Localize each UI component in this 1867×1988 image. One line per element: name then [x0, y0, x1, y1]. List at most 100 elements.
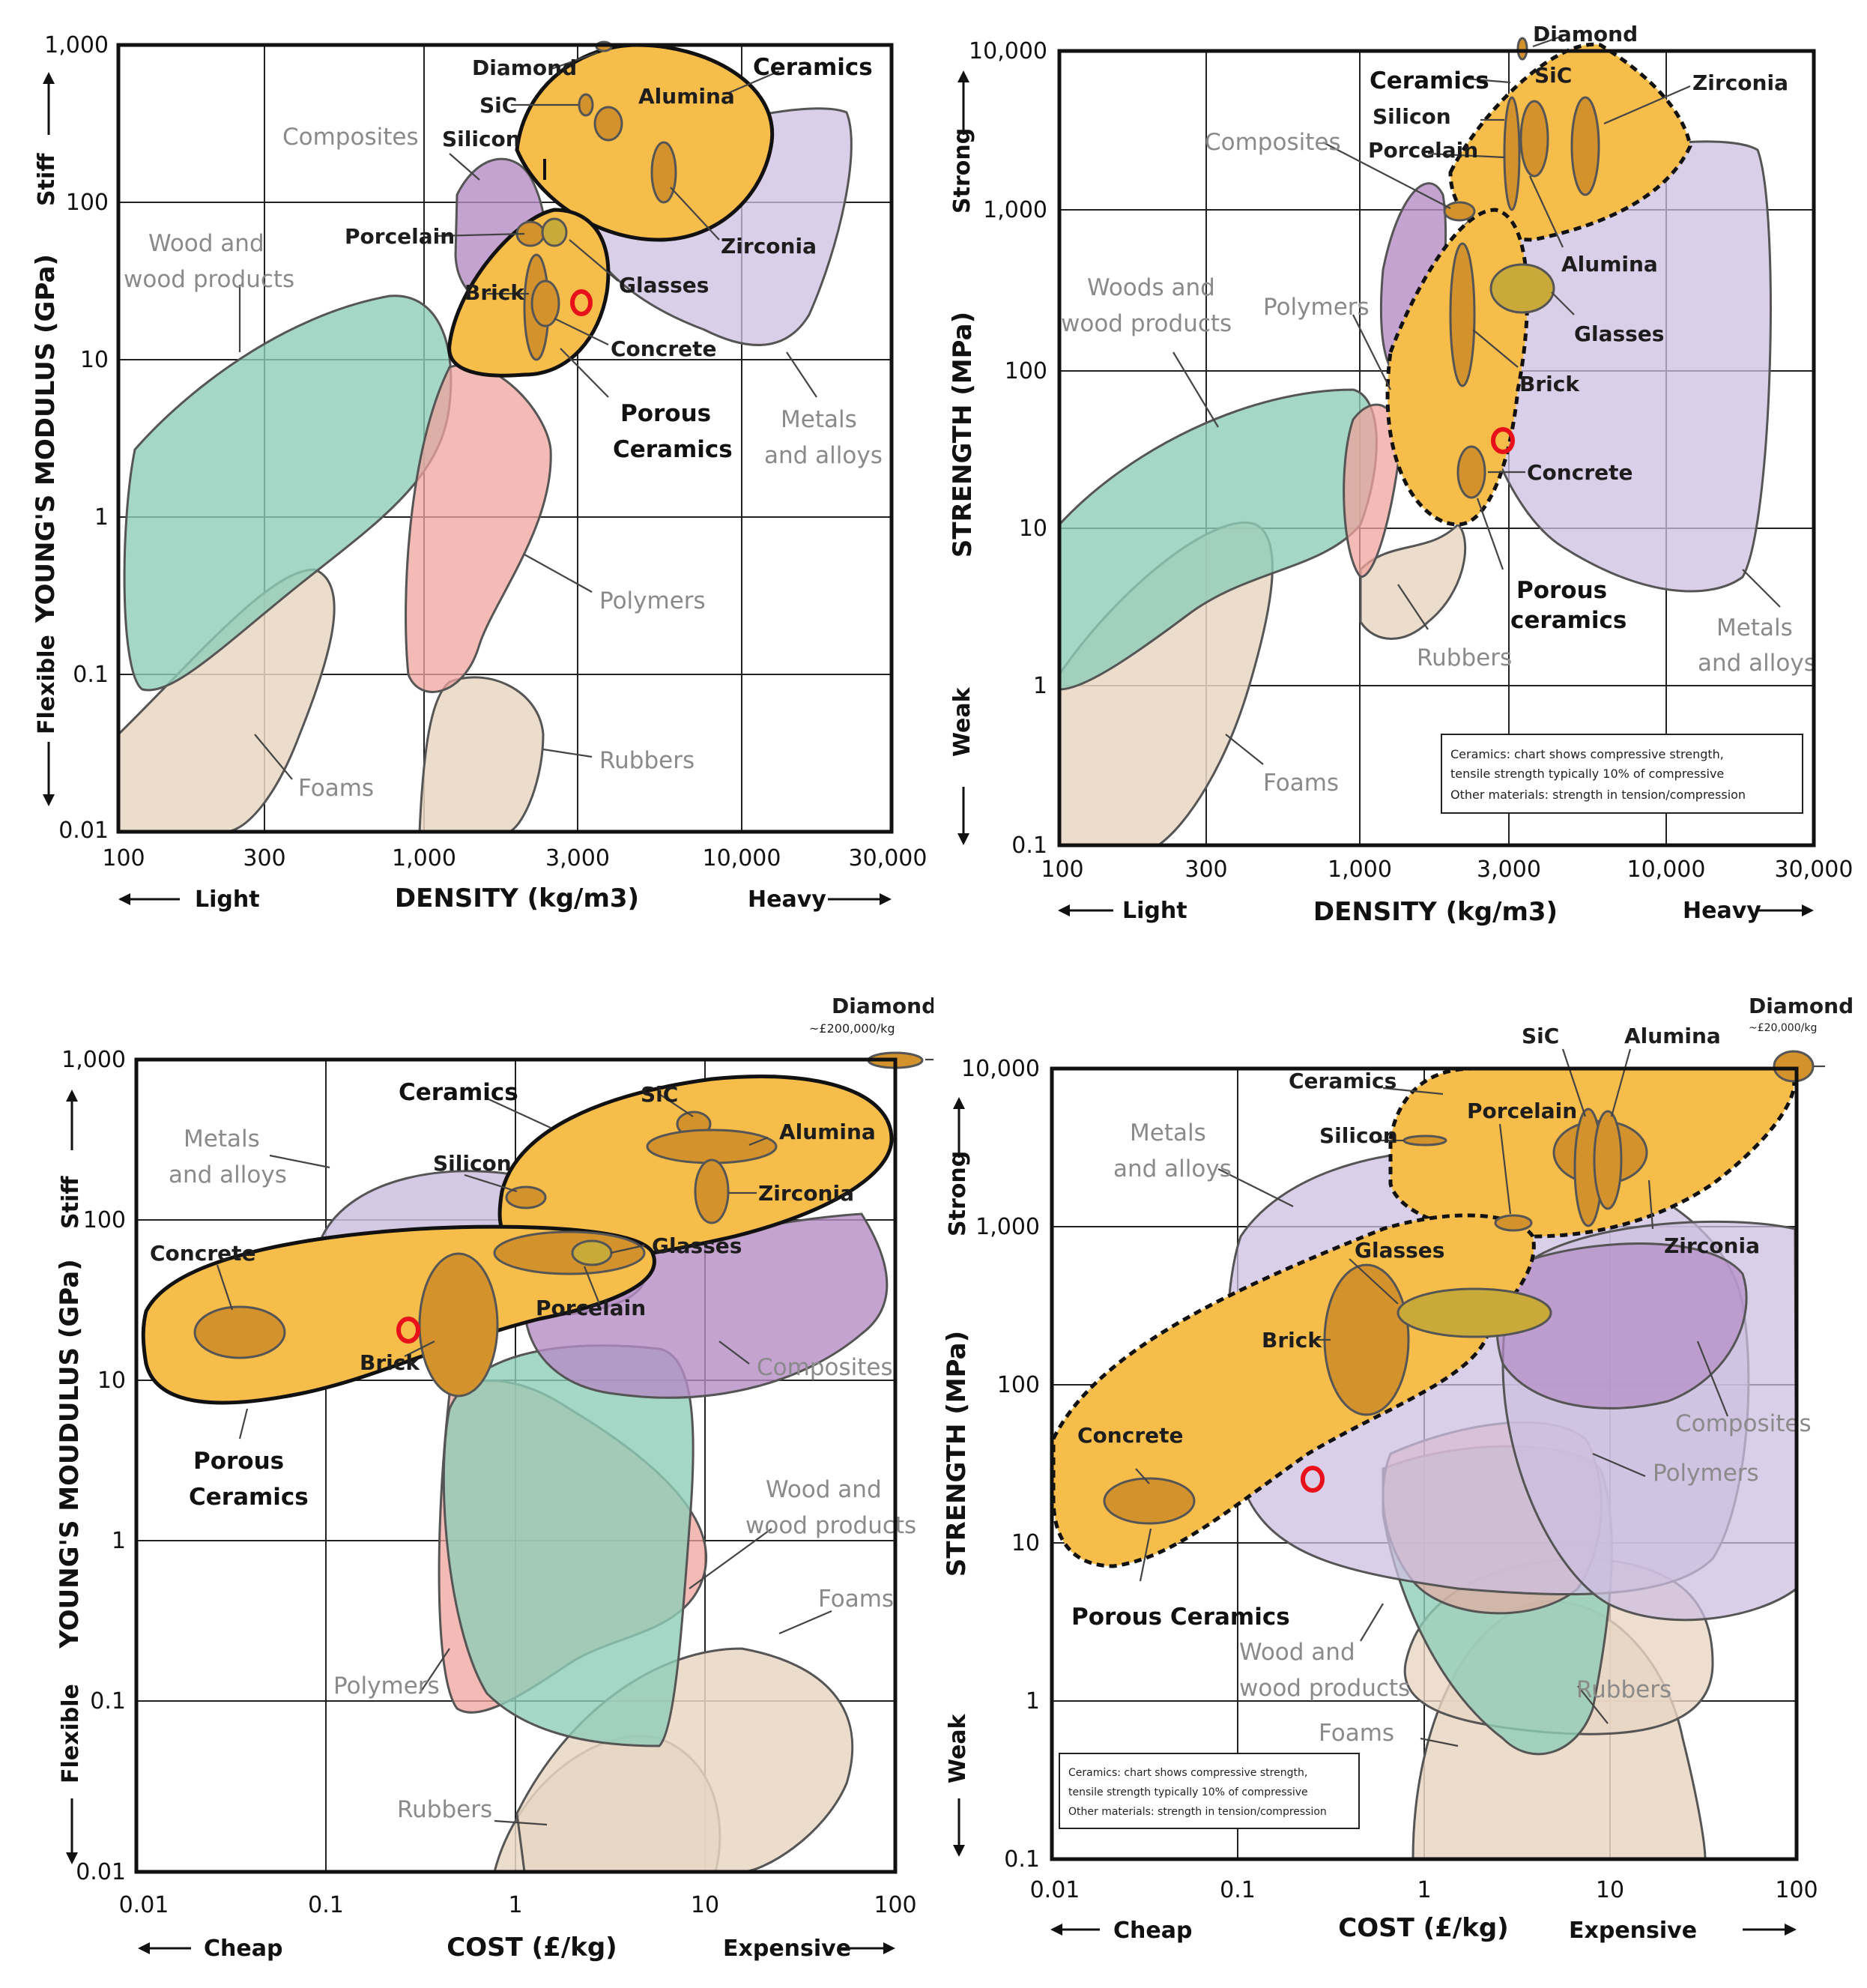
y-direction: Strong Weak [945, 1097, 971, 1857]
label-brick: Brick [1519, 372, 1580, 396]
label-composites: Composites [1205, 129, 1341, 156]
svg-text:1: 1 [508, 1892, 522, 1918]
x-ticks: 100 300 1,000 3,000 10,000 30,000 [102, 845, 927, 871]
svg-text:Ceramics: chart shows compress: Ceramics: chart shows compressive streng… [1068, 1767, 1307, 1779]
bubble-concrete [193, 1305, 286, 1359]
svg-text:1: 1 [1026, 1688, 1040, 1714]
region-labels: Diamond ~£20,000/kg SiC Alumina Ceramics… [1071, 994, 1854, 1747]
svg-text:10: 10 [80, 347, 109, 373]
label-polymers: Polymers [1653, 1460, 1759, 1487]
svg-text:Stiff: Stiff [58, 1176, 84, 1229]
label-diamond: Diamond [472, 55, 577, 80]
x-direction: Cheap Expensive [138, 1936, 895, 1962]
chart-modulus-cost-svg: Diamond ~£200,000/kg Ceramics SiC Alumin… [55, 994, 936, 1963]
region-labels: Diamond Ceramics SiC Zirconia Silicon Co… [1061, 22, 1816, 797]
label-alumina: Alumina [1561, 252, 1658, 277]
label-foams: Foams [1263, 770, 1339, 797]
label-silicon: Silicon [442, 127, 521, 151]
diamond-note-1: Diamond [1749, 994, 1854, 1018]
svg-text:1,000: 1,000 [983, 197, 1047, 223]
label-wood-2: wood products [124, 266, 294, 293]
label-metals-2: and alloys [169, 1161, 287, 1188]
chart-strength-cost: Diamond ~£20,000/kg SiC Alumina Ceramics… [933, 989, 1867, 1985]
label-rubbers: Rubbers [397, 1796, 492, 1823]
label-wood-2: wood products [745, 1512, 916, 1539]
label-ceramics: Ceramics [753, 54, 873, 81]
svg-text:10: 10 [1011, 1530, 1040, 1556]
svg-text:100: 100 [66, 190, 109, 216]
label-glasses: Glasses [1574, 321, 1664, 346]
svg-text:3,000: 3,000 [1477, 856, 1541, 883]
svg-text:0.01: 0.01 [1030, 1877, 1080, 1903]
y-ticks: 1,000 100 10 1 0.1 0.01 [44, 32, 109, 844]
label-metals-1: Metals [1130, 1120, 1206, 1146]
label-wood-1: Wood and [148, 230, 264, 257]
label-porous-1: Porous [193, 1448, 284, 1475]
label-metals-2: and alloys [1113, 1155, 1232, 1182]
bubble-alumina [1593, 1110, 1623, 1210]
bubble-sic [578, 93, 594, 117]
svg-text:300: 300 [243, 845, 285, 871]
x-direction: Cheap Expensive [1050, 1918, 1797, 1944]
label-rubbers: Rubbers [599, 747, 695, 774]
bubble-diamond [1773, 1050, 1815, 1083]
label-concrete: Concrete [611, 336, 717, 361]
plot-frame [1057, 49, 1816, 848]
x-axis-label: DENSITY (kg/m3) [1313, 897, 1558, 927]
label-foams: Foams [298, 775, 374, 802]
svg-text:Strong: Strong [949, 128, 975, 214]
svg-text:0.01: 0.01 [76, 1859, 126, 1885]
svg-text:10: 10 [97, 1368, 126, 1394]
bubble-alumina [646, 1129, 778, 1164]
x-axis-label: DENSITY (kg/m3) [395, 883, 639, 913]
region-rubbers [1359, 522, 1467, 640]
label-zirconia: Zirconia [1664, 1233, 1760, 1258]
svg-text:Expensive: Expensive [723, 1936, 851, 1962]
bubble-diamond [1516, 37, 1528, 61]
svg-text:1,000: 1,000 [392, 845, 456, 871]
svg-text:1,000: 1,000 [44, 32, 109, 58]
plot-frame [116, 43, 894, 834]
marker [1491, 427, 1515, 454]
label-zirconia: Zirconia [721, 234, 817, 259]
bubble-glasses [541, 217, 568, 247]
svg-text:Weak: Weak [945, 1713, 971, 1783]
svg-text:1: 1 [1033, 673, 1047, 699]
chart-modulus-cost: Diamond ~£200,000/kg Ceramics SiC Alumin… [0, 989, 936, 1985]
label-alumina: Alumina [1624, 1024, 1721, 1048]
bubble-alumina [593, 106, 623, 142]
svg-text:100: 100 [1005, 358, 1047, 384]
label-wood-1: Wood and [1239, 1639, 1355, 1666]
svg-text:1: 1 [94, 504, 109, 531]
bubble-sic [1503, 96, 1521, 211]
svg-text:1: 1 [1417, 1877, 1431, 1903]
y-axis-label: YOUNG'S MOUDULUS (GPa) [55, 1259, 85, 1649]
svg-text:100: 100 [997, 1372, 1040, 1398]
label-porcelain: Porcelain [345, 224, 455, 249]
svg-text:Stiff: Stiff [34, 153, 60, 206]
bubble-porcelain [1443, 201, 1476, 222]
bubble-glasses [1489, 263, 1555, 314]
label-porous-1: Porous [620, 400, 711, 427]
bubble-brick [1449, 242, 1476, 387]
bubble-silicon [1402, 1135, 1447, 1146]
bubble-concrete [1456, 445, 1486, 499]
label-brick: Brick [465, 280, 525, 305]
y-direction: Stiff Flexible [58, 1090, 84, 1864]
label-porous-2: ceramics [1510, 607, 1627, 634]
label-concrete: Concrete [1527, 460, 1633, 485]
chart-modulus-density: Diamond SiC Alumina Ceramics Silicon Com… [0, 0, 933, 967]
svg-text:0.1: 0.1 [1220, 1877, 1256, 1903]
chart-strength-density-svg: Diamond Ceramics SiC Zirconia Silicon Co… [948, 22, 1853, 927]
label-woods-2: wood products [1061, 310, 1232, 337]
label-glasses: Glasses [1355, 1238, 1444, 1263]
y-ticks: 1,000 100 10 1 0.1 0.01 [61, 1047, 126, 1885]
material-regions [117, 40, 853, 833]
label-zirconia: Zirconia [758, 1181, 854, 1206]
label-composites: Composites [1675, 1410, 1812, 1437]
svg-text:3,000: 3,000 [545, 845, 610, 871]
svg-text:0.01: 0.01 [119, 1892, 169, 1918]
label-metals-2: and alloys [1698, 650, 1816, 677]
leader-lines [1135, 1048, 1825, 1747]
leader-lines [1172, 34, 1781, 765]
